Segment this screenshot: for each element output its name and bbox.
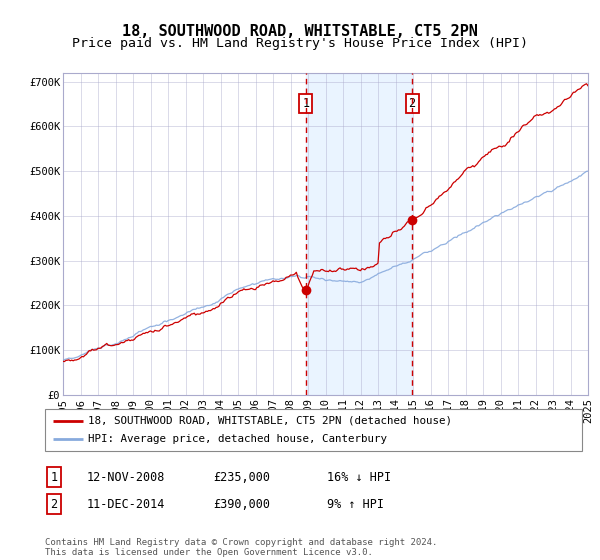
Text: 1: 1 [50,470,58,484]
Text: 12-NOV-2008: 12-NOV-2008 [87,470,166,484]
Bar [306,73,412,395]
Text: £390,000: £390,000 [213,497,270,511]
Text: 11-DEC-2014: 11-DEC-2014 [87,497,166,511]
Text: £235,000: £235,000 [213,470,270,484]
Text: 2: 2 [409,97,416,110]
Text: 9% ↑ HPI: 9% ↑ HPI [327,497,384,511]
Text: 18, SOUTHWOOD ROAD, WHITSTABLE, CT5 2PN: 18, SOUTHWOOD ROAD, WHITSTABLE, CT5 2PN [122,24,478,39]
Text: 16% ↓ HPI: 16% ↓ HPI [327,470,391,484]
Text: Contains HM Land Registry data © Crown copyright and database right 2024.
This d: Contains HM Land Registry data © Crown c… [45,538,437,557]
Text: HPI: Average price, detached house, Canterbury: HPI: Average price, detached house, Cant… [88,434,387,444]
Text: 18, SOUTHWOOD ROAD, WHITSTABLE, CT5 2PN (detached house): 18, SOUTHWOOD ROAD, WHITSTABLE, CT5 2PN … [88,416,452,426]
Text: Price paid vs. HM Land Registry's House Price Index (HPI): Price paid vs. HM Land Registry's House … [72,37,528,50]
Text: 2: 2 [50,497,58,511]
Text: 1: 1 [302,97,309,110]
